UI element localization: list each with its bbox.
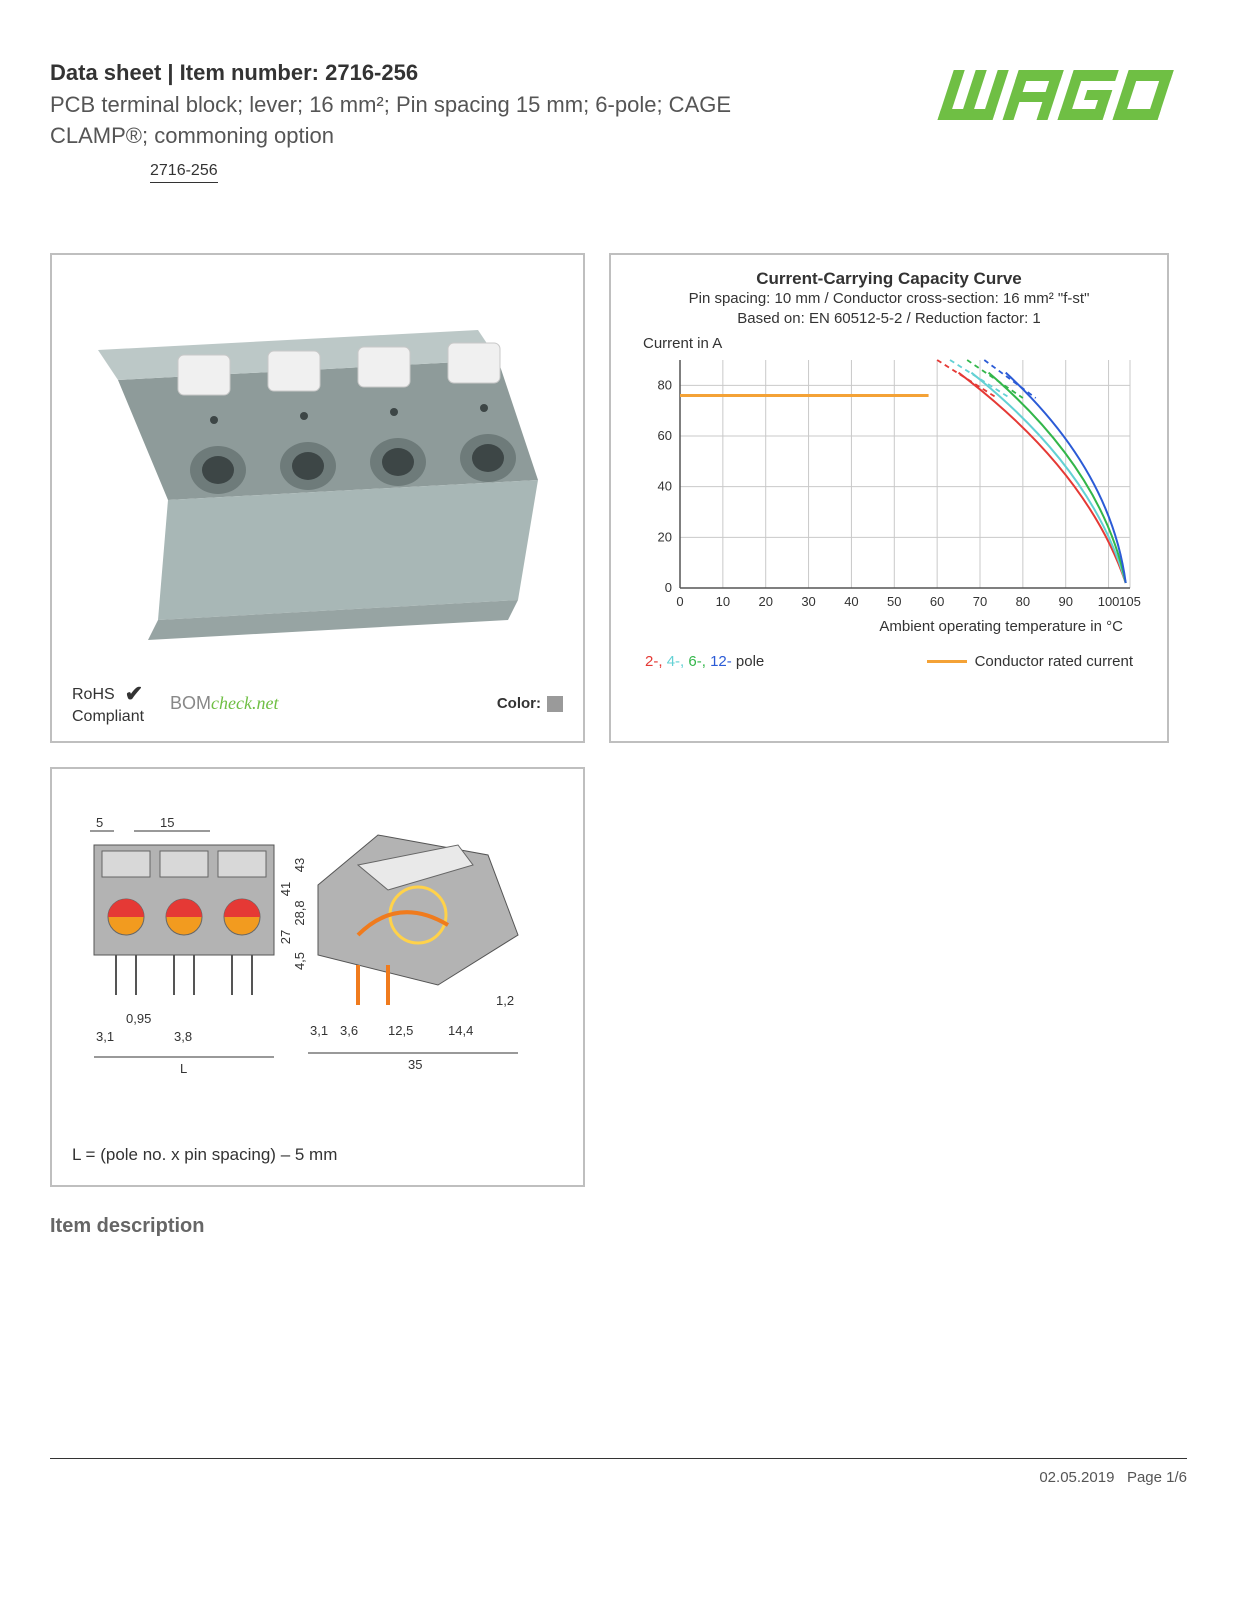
section-item-description: Item description [50,1215,1187,1238]
panels-row-1: RoHS ✔ Compliant BOMcheck.net Color: Cur… [50,253,1187,743]
svg-text:35: 35 [408,1057,422,1072]
svg-text:15: 15 [160,815,174,830]
bomcheck-net: .net [252,693,279,713]
product-panel: RoHS ✔ Compliant BOMcheck.net Color: [50,253,585,743]
drawing-panel: 5 15 0,95 3,1 3,8 L 43 41 28,8 27 4,5 35 3,1 3,6 12,5… [50,767,585,1187]
svg-text:L: L [180,1061,187,1076]
chart-title-area: Current-Carrying Capacity Curve Pin spac… [625,269,1153,330]
svg-text:20: 20 [658,529,672,544]
svg-text:3,1: 3,1 [96,1029,114,1044]
rohs-block: RoHS ✔ Compliant BOMcheck.net [72,681,279,727]
title-prefix: Data sheet | Item number: [50,60,325,85]
drawing-image: 5 15 0,95 3,1 3,8 L 43 41 28,8 27 4,5 35 3,1 3,6 12,5… [66,783,569,1127]
svg-text:0,95: 0,95 [126,1011,151,1026]
product-footer: RoHS ✔ Compliant BOMcheck.net Color: [66,671,569,727]
svg-text:60: 60 [658,428,672,443]
dimension-drawing-icon: 5 15 0,95 3,1 3,8 L 43 41 28,8 27 4,5 35 3,1 3,6 12,5… [68,805,568,1105]
svg-text:5: 5 [96,815,103,830]
check-icon: ✔ [125,681,143,707]
title-item-number: 2716-256 [325,60,418,85]
footer-date: 02.05.2019 [1039,1469,1114,1486]
svg-text:30: 30 [801,594,815,609]
color-label: Color: [497,695,541,712]
wago-logo-icon [927,60,1187,130]
svg-text:3,6: 3,6 [340,1023,358,1038]
svg-text:27: 27 [278,929,293,943]
svg-text:60: 60 [930,594,944,609]
svg-text:4,5: 4,5 [292,952,307,970]
datasheet-description: PCB terminal block; lever; 16 mm²; Pin s… [50,90,750,152]
svg-text:12,5: 12,5 [388,1023,413,1038]
svg-text:70: 70 [973,594,987,609]
svg-text:3,8: 3,8 [174,1029,192,1044]
chart-subtitle-1: Pin spacing: 10 mm / Conductor cross-sec… [625,289,1153,309]
svg-text:28,8: 28,8 [292,900,307,925]
chart-subtitle-2: Based on: EN 60512-5-2 / Reduction facto… [625,309,1153,329]
legend-poles-suffix: pole [732,653,765,670]
svg-text:100: 100 [1098,594,1120,609]
svg-text:0: 0 [665,580,672,595]
legend-pole-6: 6-, [688,653,710,670]
header-left: Data sheet | Item number: 2716-256 PCB t… [50,60,927,183]
svg-text:20: 20 [758,594,772,609]
legend-pole-12: 12- [710,653,732,670]
logo [927,60,1187,135]
product-render-icon [78,300,558,640]
svg-text:50: 50 [887,594,901,609]
bomcheck-link[interactable]: BOMcheck.net [170,693,278,714]
chart-y-axis-label: Current in A [643,335,1153,352]
svg-text:80: 80 [658,377,672,392]
drawing-note: L = (pole no. x pin spacing) – 5 mm [66,1127,569,1171]
svg-text:40: 40 [844,594,858,609]
product-image [66,269,569,671]
legend-pole-2: 2-, [645,653,667,670]
chart-title: Current-Carrying Capacity Curve [625,269,1153,289]
svg-text:3,1: 3,1 [310,1023,328,1038]
datasheet-title: Data sheet | Item number: 2716-256 [50,60,927,86]
chart-x-axis-label: Ambient operating temperature in °C [625,618,1153,635]
svg-text:105: 105 [1119,594,1141,609]
color-swatch [547,696,563,712]
capacity-curve-chart: 0 10 20 30 40 50 60 70 80 90 100105 0 20 40 60 80 [634,354,1144,614]
legend-poles: 2-, 4-, 6-, 12- pole [645,653,764,670]
footer-page: Page 1/6 [1127,1469,1187,1486]
svg-text:43: 43 [292,857,307,871]
legend-line-icon [927,660,967,663]
chart-panel: Current-Carrying Capacity Curve Pin spac… [609,253,1169,743]
bomcheck-bom: BOM [170,693,211,713]
svg-text:1,2: 1,2 [496,993,514,1008]
svg-text:14,4: 14,4 [448,1023,473,1038]
svg-text:90: 90 [1058,594,1072,609]
rohs-label: RoHS [72,685,115,704]
panels-row-2: 5 15 0,95 3,1 3,8 L 43 41 28,8 27 4,5 35 3,1 3,6 12,5… [50,767,1187,1187]
svg-text:41: 41 [278,881,293,895]
page-footer: 02.05.2019 Page 1/6 [50,1458,1187,1486]
svg-text:80: 80 [1016,594,1030,609]
page-header: Data sheet | Item number: 2716-256 PCB t… [50,60,1187,183]
legend-conductor: Conductor rated current [927,653,1133,670]
item-number-link[interactable]: 2716-256 [150,162,218,183]
svg-text:40: 40 [658,479,672,494]
svg-text:0: 0 [676,594,683,609]
legend-conductor-label: Conductor rated current [975,653,1133,670]
svg-text:10: 10 [716,594,730,609]
legend-pole-4: 4-, [667,653,689,670]
bomcheck-check: check [211,693,252,713]
color-block: Color: [497,695,563,712]
rohs-compliant: Compliant [72,707,144,726]
chart-legend: 2-, 4-, 6-, 12- pole Conductor rated cur… [625,635,1153,670]
